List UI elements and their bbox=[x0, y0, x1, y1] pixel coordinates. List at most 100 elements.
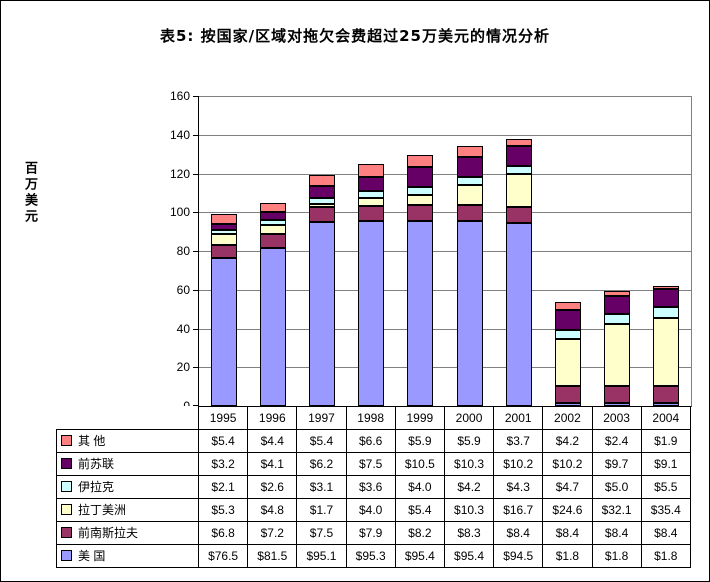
y-axis-tick bbox=[193, 251, 198, 252]
bar-segment bbox=[653, 386, 680, 403]
value-cell: $1.7 bbox=[296, 497, 347, 522]
series-label: 拉丁美洲 bbox=[78, 503, 127, 517]
value-cell: $8.4 bbox=[493, 520, 544, 545]
gridline bbox=[199, 96, 691, 97]
bar-segment bbox=[505, 146, 532, 166]
year-header-cell: 1998 bbox=[345, 406, 396, 430]
series-label: 伊拉克 bbox=[78, 480, 115, 494]
value-cell: $5.0 bbox=[591, 474, 642, 499]
bar-segment bbox=[210, 213, 237, 225]
gridline bbox=[199, 212, 691, 214]
table-row: 前南斯拉夫 $6.8 $7.2 $7.5 $7.9 $8.2 $8.3 $8.4 $8.4 $8.… bbox=[56, 520, 691, 545]
chart-title: 表5: 按国家/区域对拖欠会费超过25万美元的情况分析 bbox=[159, 27, 550, 45]
bar-segment bbox=[604, 295, 631, 315]
bar-segment bbox=[505, 165, 532, 175]
bar-segment bbox=[358, 191, 385, 199]
stacked-bar-2000 bbox=[456, 145, 483, 406]
bar-segment bbox=[210, 244, 237, 258]
value-cell: $4.1 bbox=[247, 451, 298, 476]
value-cell: $81.5 bbox=[247, 543, 298, 568]
row-label-cell: 前苏联 bbox=[56, 451, 199, 476]
stacked-bar-1998 bbox=[358, 164, 385, 406]
bar-segment bbox=[653, 285, 680, 290]
value-cell: $5.9 bbox=[443, 428, 495, 453]
row-label-cell: 美 国 bbox=[56, 543, 199, 568]
bar-segment bbox=[358, 164, 385, 177]
bar-segment bbox=[309, 197, 335, 204]
value-cell: $4.2 bbox=[443, 474, 495, 499]
value-cell: $5.3 bbox=[197, 497, 249, 522]
value-cell: $4.0 bbox=[345, 497, 396, 522]
gridline bbox=[199, 328, 691, 330]
value-cell: $95.1 bbox=[296, 543, 347, 568]
value-cell: $5.5 bbox=[640, 474, 691, 499]
row-label-cell: 其 他 bbox=[56, 428, 199, 453]
value-cell: $2.6 bbox=[247, 474, 298, 499]
value-cell: $8.2 bbox=[394, 520, 445, 545]
gridline bbox=[199, 367, 691, 369]
legend-swatch bbox=[61, 481, 72, 492]
bar-segment bbox=[407, 205, 434, 222]
bar-segment bbox=[358, 198, 385, 207]
table-header-row: 1995 1996 1997 1998 1999 2000 2001 2002 2003 2004 bbox=[57, 406, 691, 430]
value-cell: $7.5 bbox=[296, 520, 347, 545]
bar-segment bbox=[505, 174, 532, 207]
bar-segment bbox=[309, 221, 335, 406]
value-cell: $7.5 bbox=[345, 451, 396, 476]
value-cell: $1.8 bbox=[640, 543, 691, 568]
value-cell: $6.2 bbox=[296, 451, 347, 476]
value-cell: $3.1 bbox=[296, 474, 347, 499]
bar-segment bbox=[456, 145, 483, 158]
value-cell: $10.5 bbox=[394, 451, 445, 476]
value-cell: $1.8 bbox=[542, 543, 593, 568]
bar-segment bbox=[259, 224, 286, 235]
bar-segment bbox=[456, 205, 483, 222]
value-cell: $4.0 bbox=[394, 474, 445, 499]
bar-segment bbox=[555, 301, 581, 310]
value-cell: $9.1 bbox=[640, 451, 691, 476]
value-cell: $3.6 bbox=[345, 474, 396, 499]
bar-segment bbox=[555, 309, 581, 330]
y-tick-label: 140 bbox=[169, 127, 190, 142]
year-header-cell: 1996 bbox=[247, 406, 298, 430]
bar-segment bbox=[407, 187, 434, 195]
y-tick-label: 80 bbox=[176, 244, 190, 258]
bar-segment bbox=[309, 207, 335, 222]
bar-segment bbox=[653, 307, 680, 318]
bar-segment bbox=[505, 139, 532, 147]
year-header-cell: 2003 bbox=[591, 406, 642, 430]
legend-swatch bbox=[61, 550, 72, 561]
y-tick-label: 100 bbox=[169, 205, 190, 220]
y-tick-label: 40 bbox=[176, 321, 190, 336]
series-label: 前南斯拉夫 bbox=[78, 526, 139, 540]
gridline bbox=[199, 134, 691, 136]
bar-segment bbox=[259, 211, 286, 220]
value-cell: $8.4 bbox=[591, 520, 642, 545]
y-axis-tick bbox=[193, 96, 198, 97]
value-cell: $4.2 bbox=[542, 428, 593, 453]
value-cell: $16.7 bbox=[493, 497, 544, 522]
bar-segment bbox=[407, 194, 434, 206]
bar-segment bbox=[210, 224, 237, 231]
value-cell: $24.6 bbox=[542, 497, 593, 522]
table-row: 前苏联 $3.2 $4.1 $6.2 $7.5 $10.5 $10.3 $10.2 $10.2 $… bbox=[56, 451, 691, 476]
bar-segment bbox=[456, 177, 483, 186]
bar-segment bbox=[309, 203, 335, 208]
gridline bbox=[199, 173, 691, 175]
bar-segment bbox=[407, 166, 434, 188]
value-cell: $6.8 bbox=[197, 520, 249, 545]
value-cell: $3.2 bbox=[197, 451, 249, 476]
value-cell: $8.4 bbox=[640, 520, 691, 545]
stacked-bar-1997 bbox=[309, 175, 335, 406]
value-cell: $35.4 bbox=[640, 497, 691, 522]
value-cell: $76.5 bbox=[197, 543, 249, 568]
stacked-bar-2002 bbox=[555, 301, 581, 406]
value-cell: $10.3 bbox=[443, 451, 495, 476]
stacked-bar-1995 bbox=[210, 213, 237, 406]
table-row: 拉丁美洲 $5.3 $4.8 $1.7 $4.0 $5.4 $10.3 $16.7 $24.6 $… bbox=[56, 497, 691, 522]
value-cell: $32.1 bbox=[591, 497, 642, 522]
bar-segment bbox=[456, 185, 483, 206]
year-header-cell: 1995 bbox=[197, 406, 249, 430]
row-label-cell: 前南斯拉夫 bbox=[56, 520, 199, 545]
